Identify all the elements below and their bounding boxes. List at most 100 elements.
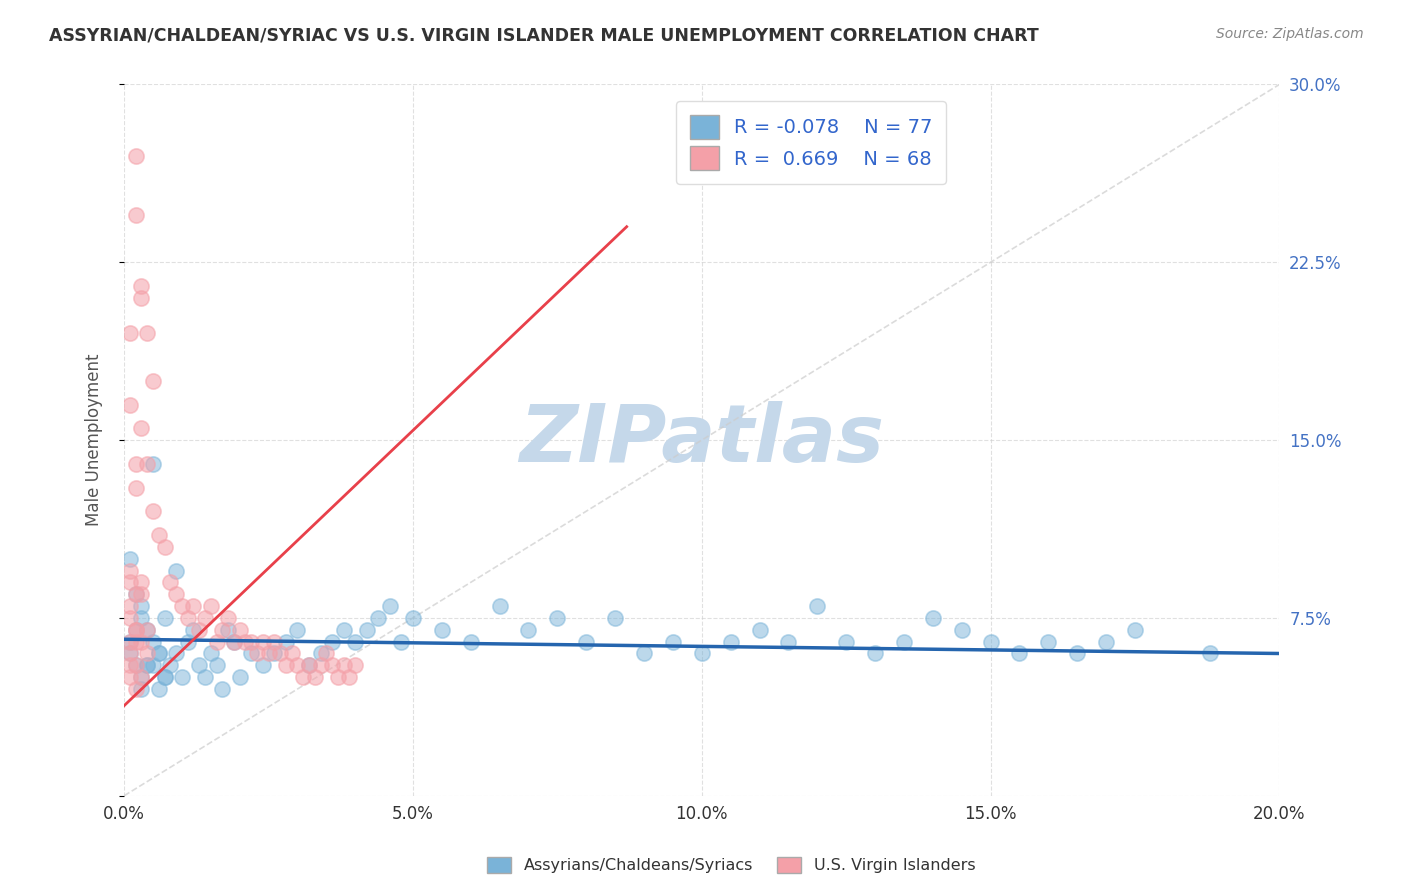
Point [148,647,170,661]
Legend: R = -0.078    N = 77, R =  0.669    N = 68: R = -0.078 N = 77, R = 0.669 N = 68 [676,102,946,184]
Point [118,575,141,590]
Text: ASSYRIAN/CHALDEAN/SYRIAC VS U.S. VIRGIN ISLANDER MALE UNEMPLOYMENT CORRELATION C: ASSYRIAN/CHALDEAN/SYRIAC VS U.S. VIRGIN … [49,27,1039,45]
Point [142,504,165,518]
Point [131,587,153,601]
Point [263,634,285,648]
Point [222,634,245,648]
Point [292,670,315,684]
Point [332,623,354,637]
Point [131,421,153,435]
Point [165,587,187,601]
Point [165,564,187,578]
Point [148,528,170,542]
Point [309,658,332,673]
Point [118,551,141,566]
Point [136,658,159,673]
Text: ZIPatlas: ZIPatlas [519,401,884,479]
Point [269,647,291,661]
Point [148,647,170,661]
Point [118,326,141,341]
Point [131,279,153,293]
Point [517,623,540,637]
Point [321,634,343,648]
Point [252,634,274,648]
Text: Source: ZipAtlas.com: Source: ZipAtlas.com [1216,27,1364,41]
Point [720,634,742,648]
Point [1095,634,1118,648]
Point [228,670,250,684]
Point [1123,623,1146,637]
Point [263,647,285,661]
Point [125,148,148,162]
Point [153,670,176,684]
Point [1008,647,1031,661]
Point [835,634,858,648]
Point [176,611,198,625]
Point [136,658,159,673]
Point [136,326,159,341]
Point [298,658,321,673]
Point [125,208,148,222]
Point [690,647,713,661]
Point [332,658,354,673]
Point [125,587,148,601]
Point [863,647,886,661]
Point [176,634,198,648]
Point [1066,647,1088,661]
Point [148,681,170,696]
Point [1199,647,1222,661]
Point [546,611,568,625]
Point [131,291,153,305]
Point [200,599,222,613]
Point [194,670,217,684]
Point [118,670,141,684]
Point [159,658,181,673]
Point [136,623,159,637]
Point [142,658,165,673]
Point [118,634,141,648]
Point [309,647,332,661]
Point [170,670,193,684]
Point [240,634,263,648]
Point [125,457,148,471]
Point [217,611,239,625]
Point [748,623,770,637]
Point [257,647,280,661]
Point [321,658,343,673]
Point [378,599,401,613]
Point [125,587,148,601]
Point [246,647,269,661]
Point [280,647,302,661]
Point [131,634,153,648]
Point [205,634,228,648]
Point [153,611,176,625]
Point [235,634,257,648]
Point [142,374,165,388]
Point [211,623,233,637]
Point [188,658,211,673]
Point [980,634,1002,648]
Point [298,658,321,673]
Point [806,599,828,613]
Point [125,623,148,637]
Point [118,658,141,673]
Point [118,647,141,661]
Point [460,634,482,648]
Point [893,634,915,648]
Point [136,457,159,471]
Point [778,634,800,648]
Point [217,623,239,637]
Point [194,611,217,625]
Point [488,599,510,613]
Point [315,647,337,661]
Point [287,658,309,673]
Point [153,670,176,684]
Point [131,575,153,590]
Point [575,634,598,648]
Point [131,670,153,684]
Point [131,681,153,696]
Point [252,658,274,673]
Point [205,658,228,673]
Point [921,611,943,625]
Point [228,623,250,637]
